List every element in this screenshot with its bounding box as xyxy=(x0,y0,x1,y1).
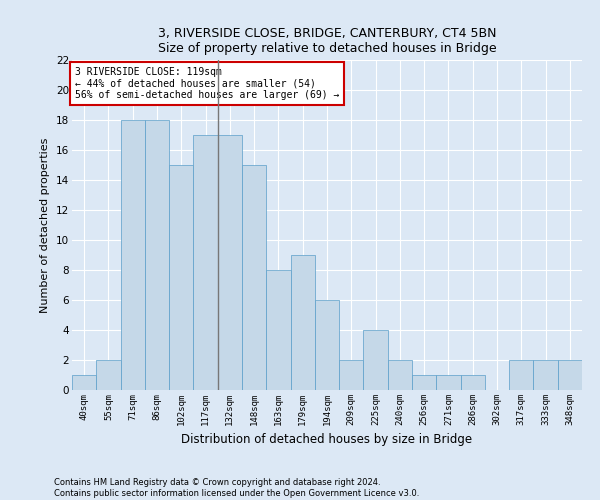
Bar xyxy=(193,135,218,390)
Bar xyxy=(169,165,193,390)
Title: 3, RIVERSIDE CLOSE, BRIDGE, CANTERBURY, CT4 5BN
Size of property relative to det: 3, RIVERSIDE CLOSE, BRIDGE, CANTERBURY, … xyxy=(158,26,496,54)
Y-axis label: Number of detached properties: Number of detached properties xyxy=(40,138,50,312)
Bar xyxy=(96,360,121,390)
Text: 3 RIVERSIDE CLOSE: 119sqm
← 44% of detached houses are smaller (54)
56% of semi-: 3 RIVERSIDE CLOSE: 119sqm ← 44% of detac… xyxy=(74,66,339,100)
X-axis label: Distribution of detached houses by size in Bridge: Distribution of detached houses by size … xyxy=(181,434,473,446)
Bar xyxy=(290,255,315,390)
Bar xyxy=(145,120,169,390)
Bar xyxy=(364,330,388,390)
Bar xyxy=(558,360,582,390)
Bar xyxy=(242,165,266,390)
Bar xyxy=(315,300,339,390)
Bar xyxy=(533,360,558,390)
Bar xyxy=(218,135,242,390)
Bar xyxy=(388,360,412,390)
Bar xyxy=(266,270,290,390)
Bar xyxy=(509,360,533,390)
Bar xyxy=(412,375,436,390)
Bar xyxy=(461,375,485,390)
Bar xyxy=(339,360,364,390)
Bar xyxy=(72,375,96,390)
Bar xyxy=(436,375,461,390)
Text: Contains HM Land Registry data © Crown copyright and database right 2024.
Contai: Contains HM Land Registry data © Crown c… xyxy=(54,478,419,498)
Bar xyxy=(121,120,145,390)
